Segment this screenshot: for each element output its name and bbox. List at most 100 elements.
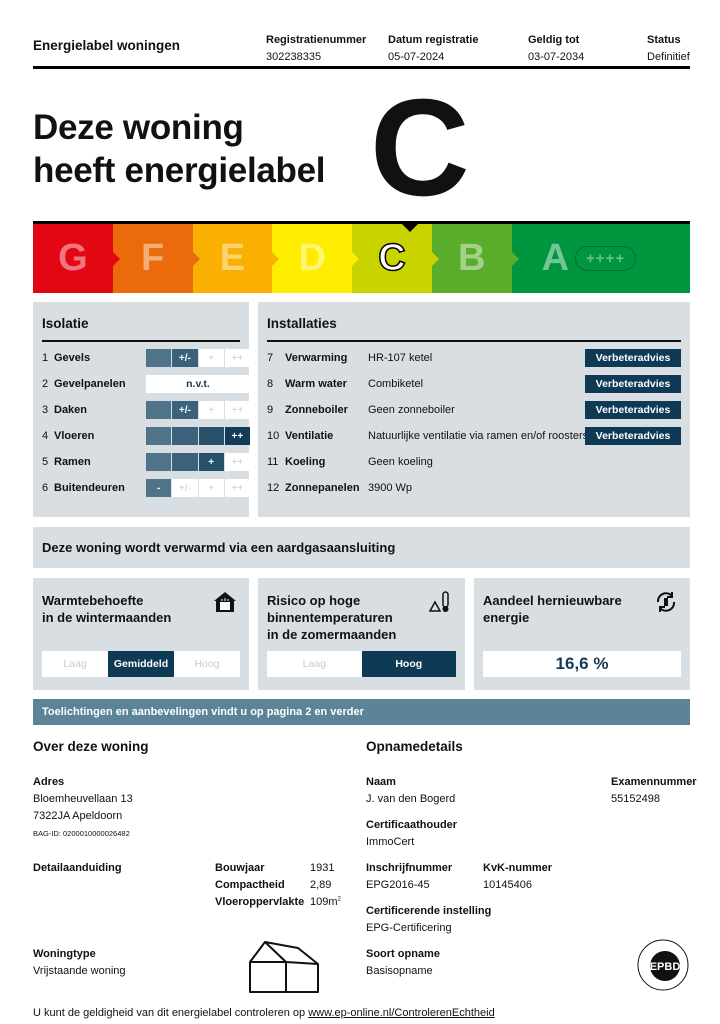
rating-cell (146, 453, 172, 471)
inst-value: EPG-Certificering (366, 922, 452, 934)
row-name: Ramen (54, 456, 91, 468)
svg-text:EPBD: EPBD (650, 961, 681, 973)
scale-class-f: F (112, 224, 200, 293)
installatie-row: 9 Zonneboiler Geen zonneboiler Verbeteradvi… (267, 401, 681, 419)
warmte-title: Warmtebehoefte in de wintermaanden (42, 593, 172, 625)
header-registratienummer: Registratienummer 302238335 (266, 34, 367, 63)
verbeteradvies-button[interactable]: Verbeteradvies (585, 401, 681, 419)
verbeteradvies-button[interactable]: Verbeteradvies (585, 349, 681, 367)
class-letter: C (377, 236, 406, 280)
adres-city: 7322JA Apeldoorn (33, 810, 123, 822)
scale-class-c: C (352, 224, 439, 293)
rating-cell: ++ (224, 453, 250, 471)
inschr-value: EPG2016-45 (366, 879, 430, 891)
inst-label: Certificerende instelling (366, 905, 492, 917)
row-name: Gevels (54, 352, 91, 364)
row-number: 7 (267, 352, 274, 364)
inschr-label: Inschrijfnummer (366, 862, 453, 874)
arrow-icon (112, 252, 120, 266)
row-number: 8 (267, 378, 274, 390)
isolatie-row: 4 Vloeren ++ (42, 427, 250, 445)
woningtype-label: Woningtype (33, 948, 96, 960)
class-letter: G (58, 237, 88, 279)
row-value: Combiketel (368, 378, 424, 390)
option-laag: Laag (63, 658, 87, 670)
kvk-label: KvK-nummer (483, 862, 553, 874)
option-hoog: Hoog (194, 658, 220, 670)
rating-cell (146, 349, 172, 367)
renewable-cycle-icon (656, 592, 676, 612)
adres-street: Bloemheuvellaan 13 (33, 793, 133, 805)
energy-scale: G F E D C B A ++++ (33, 224, 690, 293)
document-title: Energielabel woningen (33, 38, 181, 53)
installaties-title: Installaties (267, 316, 337, 331)
row-name: Buitendeuren (54, 482, 125, 494)
installaties-panel: Installaties 7 Verwarming HR-107 ketel Verb… (258, 302, 690, 517)
row-number: 6 (42, 482, 49, 494)
rating-cell: ++ (224, 349, 250, 367)
class-letter: E (219, 237, 246, 279)
row-value: Natuurlijke ventilatie via ramen en/of r… (368, 430, 589, 442)
rating-cell (172, 427, 198, 445)
rating-cell: +/- (172, 479, 198, 497)
rating-cells: +/- + ++ (146, 401, 250, 419)
divider (267, 340, 681, 342)
verbeteradvies-button[interactable]: Verbeteradvies (585, 427, 681, 445)
thermometer-warning-icon (429, 591, 449, 612)
rating-cells: +/- + ++ (146, 349, 250, 367)
bouwjaar-label: Bouwjaar (215, 862, 265, 874)
woningtype-value: Vrijstaande woning (33, 965, 126, 977)
naam-label: Naam (366, 776, 396, 788)
rating-cells: ++ (146, 427, 250, 445)
compact-value: 2,89 (310, 879, 332, 891)
rating-cell: + (198, 401, 224, 419)
verify-link[interactable]: www.ep-online.nl/ControlerenEchtheid (308, 1007, 495, 1019)
scale-class-g: G (33, 224, 120, 293)
row-name: Koeling (285, 456, 326, 468)
rating-cell (198, 427, 224, 445)
bouwjaar-value: 1931 (310, 862, 335, 874)
heating-notice: Deze woning wordt verwarmd via een aardg… (33, 527, 690, 568)
rating-cell (146, 401, 172, 419)
warmte-scale: Laag Gemiddeld Hoog (42, 651, 240, 677)
risico-title: Risico op hoge binnentemperaturen in de zo… (267, 593, 397, 642)
detail-label: Detailaanduiding (33, 862, 122, 874)
arrow-icon (431, 252, 439, 266)
cert-value: ImmoCert (366, 836, 415, 848)
class-letter: F (141, 237, 165, 279)
row-number: 5 (42, 456, 49, 468)
footer: U kunt de geldigheid van dit energielabe… (33, 1007, 495, 1019)
isolatie-row: 3 Daken +/- + ++ (42, 401, 250, 419)
row-name: Gevelpanelen (54, 378, 126, 390)
scale-class-b: B (431, 224, 519, 293)
isolatie-panel: Isolatie 1 Gevels +/- + ++ 2 Gevelpanelen n.v.t… (33, 302, 250, 517)
arrow-icon (192, 252, 200, 266)
row-name: Vloeren (54, 430, 95, 442)
kvk-value: 10145406 (483, 879, 532, 891)
rating-cell: + (198, 349, 224, 367)
row-number: 12 (267, 482, 280, 494)
row-value: Geen zonneboiler (368, 404, 455, 416)
rating-cell: + (198, 453, 224, 471)
installatie-row: 12 Zonnepanelen 3900 Wp (267, 479, 681, 497)
row-number: 11 (267, 456, 279, 468)
rating-cell: ++ (224, 401, 250, 419)
exam-label: Examennummer (611, 776, 697, 788)
row-name: Verwarming (285, 352, 348, 364)
header-geldig: Geldig tot 03-07-2034 (528, 34, 585, 63)
verbeteradvies-button[interactable]: Verbeteradvies (585, 375, 681, 393)
rating-cell (172, 453, 198, 471)
header-datum: Datum registratie 05-07-2024 (388, 34, 479, 63)
energy-label-letter: C (370, 71, 470, 225)
house-heat-icon (214, 592, 236, 612)
hernieuwbaar-title: Aandeel hernieuwbare energie (483, 593, 622, 625)
current-pointer-icon (401, 223, 419, 232)
cert-label: Certificaathouder (366, 819, 458, 831)
hero-title: Deze woning heeft energielabel (33, 108, 326, 190)
row-number: 2 (42, 378, 49, 390)
soort-label: Soort opname (366, 948, 440, 960)
option-laag: Laag (302, 658, 326, 670)
detached-house-icon (249, 941, 319, 993)
warmte-panel: Warmtebehoefte in de wintermaanden Laag Ge… (33, 578, 249, 690)
row-value: n.v.t. (146, 375, 250, 393)
